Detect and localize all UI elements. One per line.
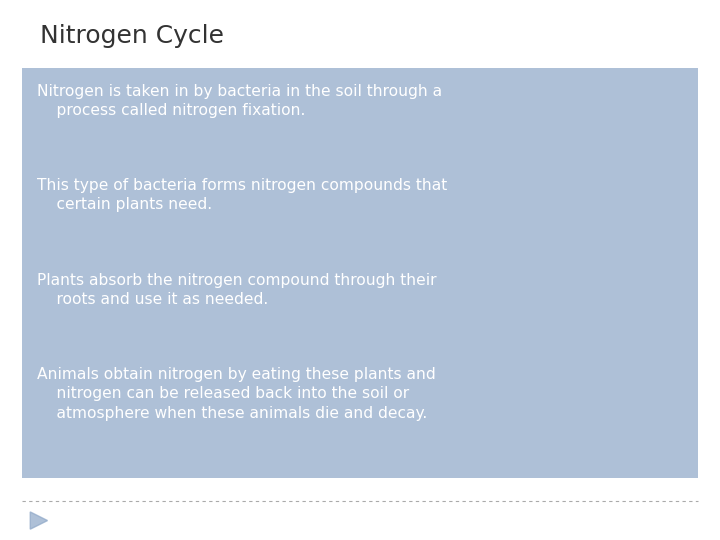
Polygon shape xyxy=(30,512,48,529)
Text: This type of bacteria forms nitrogen compounds that
    certain plants need.: This type of bacteria forms nitrogen com… xyxy=(37,178,448,212)
Text: Nitrogen Cycle: Nitrogen Cycle xyxy=(40,24,224,48)
Text: Nitrogen is taken in by bacteria in the soil through a
    process called nitrog: Nitrogen is taken in by bacteria in the … xyxy=(37,84,443,118)
Text: Animals obtain nitrogen by eating these plants and
    nitrogen can be released : Animals obtain nitrogen by eating these … xyxy=(37,367,436,421)
Text: Plants absorb the nitrogen compound through their
    roots and use it as needed: Plants absorb the nitrogen compound thro… xyxy=(37,273,437,307)
FancyBboxPatch shape xyxy=(22,68,698,478)
